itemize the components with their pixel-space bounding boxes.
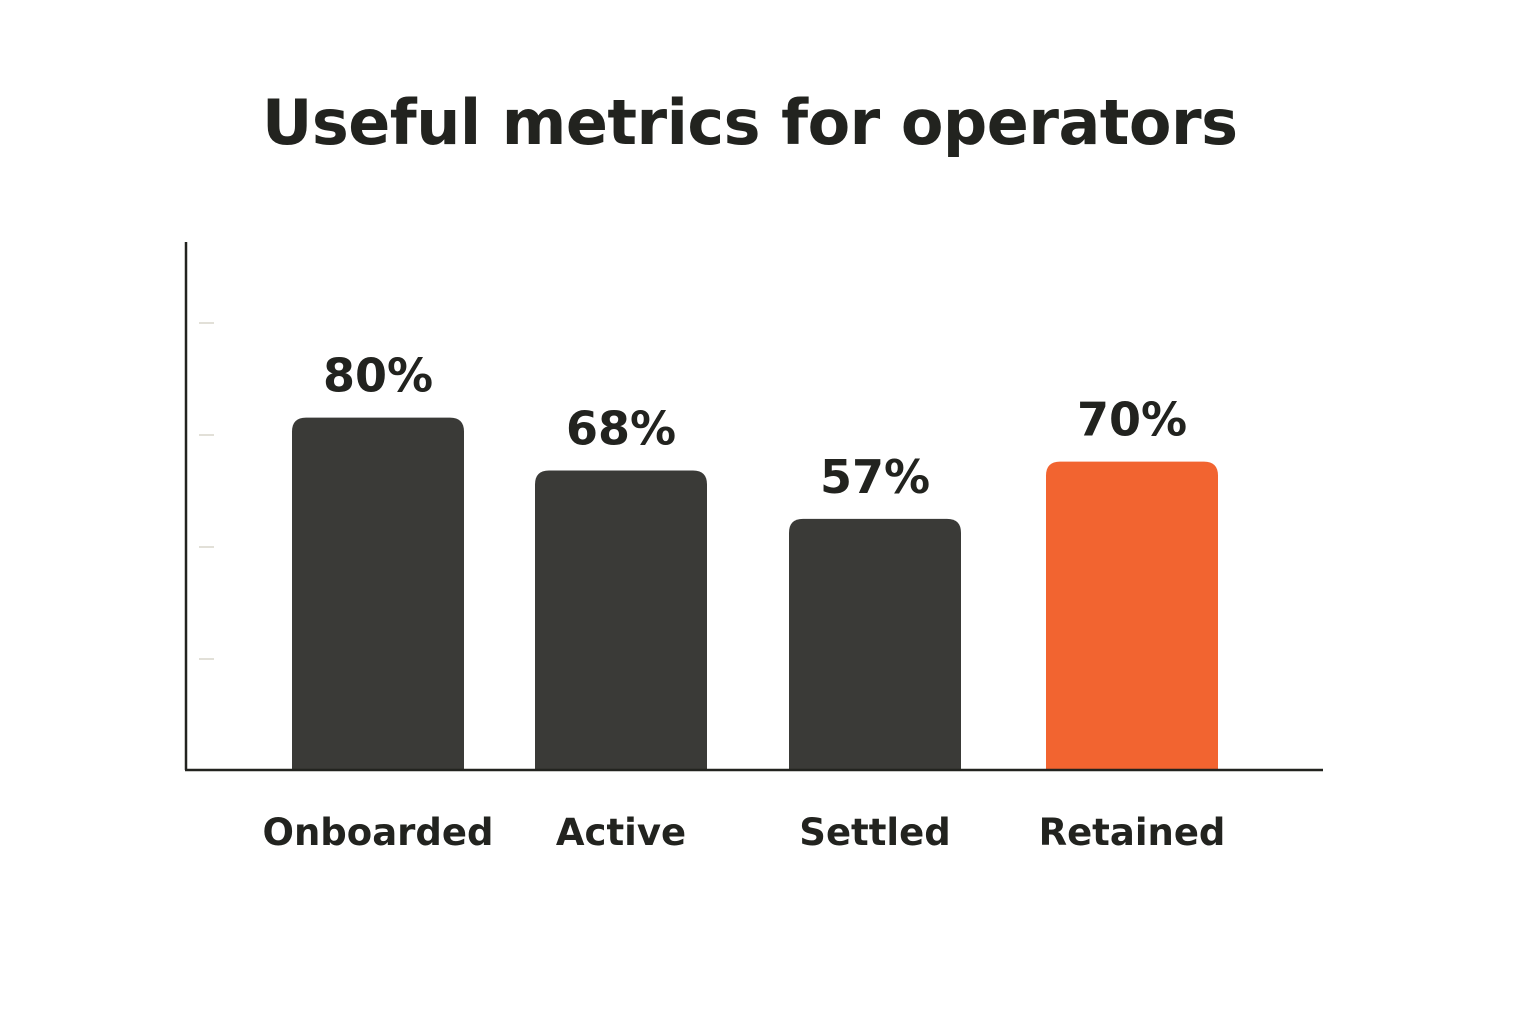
category-label-settled: Settled — [799, 811, 950, 854]
category-label-onboarded: Onboarded — [263, 811, 494, 854]
bars — [292, 417, 1218, 770]
bar-settled — [789, 518, 961, 770]
bar-active — [535, 470, 707, 770]
value-label-retained: 70% — [1077, 393, 1187, 447]
value-label-settled: 57% — [820, 450, 930, 504]
value-label-onboarded: 80% — [323, 349, 433, 403]
value-labels: 80% 68% 57% 70% — [323, 349, 1187, 504]
category-labels: Onboarded Active Settled Retained — [263, 811, 1226, 854]
bar-retained — [1046, 461, 1218, 770]
category-label-active: Active — [556, 811, 686, 854]
value-label-active: 68% — [566, 401, 676, 455]
category-label-retained: Retained — [1039, 811, 1226, 854]
bar-onboarded — [292, 417, 464, 770]
y-axis-ticks — [199, 322, 214, 660]
chart-title: Useful metrics for operators — [262, 86, 1238, 159]
